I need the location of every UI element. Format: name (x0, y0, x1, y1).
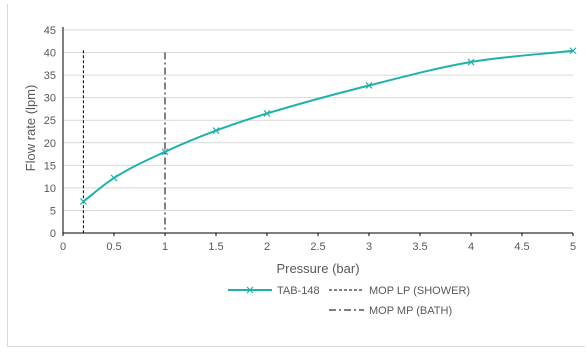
y-tick-label: 5 (50, 205, 56, 217)
data-point-marker (79, 197, 87, 205)
data-point-marker (569, 47, 577, 55)
x-tick-label: 3.5 (412, 241, 427, 253)
data-point-marker (161, 148, 169, 156)
y-tick-label: 30 (44, 93, 56, 105)
reference-lines (82, 50, 166, 233)
x-tick-label: 1 (162, 241, 168, 253)
y-tick-label: 25 (44, 115, 56, 127)
data-point (569, 47, 577, 55)
x-tick-label: 2.5 (310, 241, 325, 253)
x-tick-label: 4 (468, 241, 474, 253)
series-layer (79, 47, 577, 205)
data-point-marker (263, 110, 271, 117)
x-tick-label: 2 (264, 241, 270, 253)
data-point (365, 82, 373, 89)
data-point (263, 110, 271, 117)
y-tick-label: 35 (44, 70, 56, 82)
data-point-marker (365, 82, 373, 89)
x-tick-label: 0.5 (106, 241, 121, 253)
x-tick-label: 5 (570, 241, 576, 253)
legend-marker (246, 286, 254, 294)
y-tick-label: 40 (44, 48, 56, 60)
y-tick-label: 20 (44, 138, 56, 150)
legend-item-mop-mp: MOP MP (BATH) (329, 305, 452, 317)
x-tick-label: 1.5 (208, 241, 223, 253)
axis-layer: 0 5 10 15 20 25 30 35 40 45 0 0.5 1 1.5 2 2.5 3 3.5 4 4.5 5 (44, 25, 576, 253)
data-point (110, 174, 118, 182)
data-point-marker (110, 174, 118, 182)
legend-item-mop-lp: MOP LP (SHOWER) (329, 285, 470, 297)
x-tick-label: 0 (60, 241, 66, 253)
grid-layer (63, 29, 573, 211)
legend-label: MOP LP (SHOWER) (369, 285, 470, 297)
y-axis-title: Flow rate (lpm) (23, 85, 38, 172)
data-point-marker (467, 58, 475, 66)
y-tick-label: 10 (44, 183, 56, 195)
data-point-marker (212, 127, 220, 135)
data-point (161, 148, 169, 156)
x-axis-title: Pressure (bar) (276, 261, 359, 276)
x-tick-label: 3 (366, 241, 372, 253)
data-point (212, 127, 220, 135)
legend-label: MOP MP (BATH) (369, 305, 452, 317)
legend: TAB-148 MOP LP (SHOWER) MOP MP (BATH) (228, 285, 470, 317)
legend-label: TAB-148 (277, 285, 320, 297)
data-point (79, 197, 87, 205)
x-tick-label: 4.5 (514, 241, 529, 253)
series-line (82, 49, 574, 203)
legend-item-tab-148: TAB-148 (228, 285, 320, 297)
y-tick-label: 0 (50, 228, 56, 240)
data-point (467, 58, 475, 66)
y-tick-label: 45 (44, 25, 56, 37)
y-tick-label: 15 (44, 160, 56, 172)
